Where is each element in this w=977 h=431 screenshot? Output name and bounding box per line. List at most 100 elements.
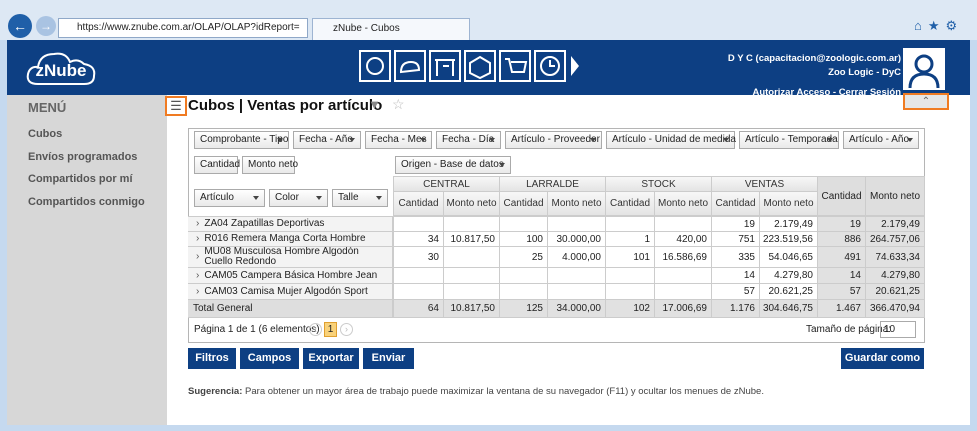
data-cell: 4.279,80 — [760, 268, 818, 284]
data-cell: 304.646,75 — [760, 300, 818, 318]
data-cell: 420,00 — [655, 232, 712, 247]
row-header[interactable]: › R016 Remera Manga Corta Hombre — [188, 232, 393, 247]
data-cell: 264.757,06 — [866, 232, 925, 247]
collapse-header[interactable]: ⌃ — [903, 93, 949, 110]
filter-field[interactable]: Fecha - Año — [293, 131, 361, 149]
data-cell: 17.006,69 — [655, 300, 712, 318]
action-button[interactable]: Campos — [240, 348, 299, 369]
menu-toggle[interactable]: ☰ — [165, 96, 187, 116]
data-cell: 14 — [818, 268, 866, 284]
address-bar[interactable]: https://www.znube.com.ar/OLAP/OLAP?idRep… — [58, 18, 308, 38]
forward-button[interactable]: → — [36, 16, 56, 36]
module-icon[interactable] — [429, 50, 461, 82]
data-cell — [500, 268, 548, 284]
data-cell: 30.000,00 — [548, 232, 606, 247]
data-field[interactable]: Cantidad — [194, 156, 240, 174]
menu-item[interactable]: Compartidos conmigo — [28, 195, 145, 208]
total-measure-header: Monto neto — [866, 176, 925, 216]
row-header[interactable]: › CAM05 Campera Básica Hombre Jean — [188, 268, 393, 284]
data-cell: 57 — [818, 284, 866, 300]
data-cell: 34 — [393, 232, 444, 247]
data-cell: 2.179,49 — [760, 216, 818, 232]
data-cell: 1.176 — [712, 300, 760, 318]
hint-label: Sugerencia: — [188, 386, 243, 397]
data-cell: 1 — [606, 232, 655, 247]
data-cell: 491 — [818, 247, 866, 268]
filter-field[interactable]: Artículo - Unidad de medida — [606, 131, 736, 149]
row-field[interactable]: Color — [269, 189, 328, 207]
module-icon[interactable] — [464, 50, 496, 82]
browser-tab[interactable]: zNube - Cubos — [312, 18, 470, 40]
session-links[interactable]: Autorizar Acceso - Cerrar Sesión — [752, 87, 901, 98]
data-cell: 223.519,56 — [760, 232, 818, 247]
data-cell: 1.467 — [818, 300, 866, 318]
row-label: ZA04 Zapatillas Deportivas — [204, 218, 325, 229]
data-field[interactable]: Monto neto — [242, 156, 298, 174]
user-avatar[interactable] — [903, 48, 945, 90]
data-cell — [393, 284, 444, 300]
favorite-icon[interactable]: ☆ — [392, 96, 405, 112]
row-header[interactable]: › CAM03 Camisa Mujer Algodón Sport — [188, 284, 393, 300]
row-field[interactable]: Talle — [332, 189, 388, 207]
data-cell — [655, 268, 712, 284]
data-cell: 57 — [712, 284, 760, 300]
measure-header: Monto neto — [760, 192, 818, 216]
column-field[interactable]: Origen - Base de datos — [395, 156, 511, 174]
row-label: R016 Remera Manga Corta Hombre — [204, 233, 366, 244]
total-row-header: Total General — [188, 300, 393, 318]
row-label: Total General — [193, 302, 253, 314]
menu-item[interactable]: Cubos — [28, 128, 63, 140]
app-header — [7, 40, 970, 95]
pager-page[interactable]: 1 — [324, 322, 337, 337]
action-button[interactable]: Filtros — [188, 348, 236, 369]
browser-icons[interactable]: ⌂★⚙ — [914, 18, 964, 33]
module-icon[interactable] — [394, 50, 426, 82]
data-cell: 54.046,65 — [760, 247, 818, 268]
logo[interactable]: zNube — [24, 44, 104, 92]
page-size-select[interactable]: 10 — [880, 321, 916, 338]
column-group-header: VENTAS — [712, 176, 818, 192]
column-group-header: LARRALDE — [500, 176, 606, 192]
sidebar — [7, 95, 167, 425]
pager-summary: Página 1 de 1 (6 elementos) — [194, 324, 320, 335]
module-icon[interactable] — [359, 50, 391, 82]
expand-arrow[interactable]: › — [196, 233, 200, 244]
filter-field[interactable]: Fecha - Día — [436, 131, 501, 149]
column-group-header: CENTRAL — [393, 176, 500, 192]
module-icons — [359, 50, 579, 82]
row-header[interactable]: › MU08 Musculosa Hombre Algodón Cuello Re… — [188, 247, 393, 268]
pager-next[interactable]: › — [340, 323, 353, 336]
expand-arrow[interactable]: › — [196, 251, 200, 262]
module-icon[interactable] — [534, 50, 566, 82]
expand-arrow[interactable]: › — [196, 218, 200, 229]
expand-arrow[interactable]: › — [196, 285, 200, 297]
data-cell — [606, 268, 655, 284]
measure-header: Cantidad — [500, 192, 548, 216]
filter-field[interactable]: Artículo - Temporada — [739, 131, 839, 149]
filter-field[interactable]: Artículo - Año — [843, 131, 919, 149]
action-button[interactable]: Exportar — [303, 348, 359, 369]
data-cell: 751 — [712, 232, 760, 247]
back-button[interactable]: ← — [8, 14, 32, 38]
filter-field[interactable]: Artículo - Proveedor — [505, 131, 602, 149]
data-cell: 30 — [393, 247, 444, 268]
data-cell — [444, 247, 500, 268]
action-button[interactable]: Enviar — [363, 348, 414, 369]
module-icon[interactable] — [499, 50, 531, 82]
data-cell: 4.279,80 — [866, 268, 925, 284]
save-button[interactable]: Guardar como — [841, 348, 924, 369]
company: Zoo Logic - DyC — [828, 67, 901, 78]
data-cell: 64 — [393, 300, 444, 318]
expand-arrow[interactable]: › — [196, 269, 200, 281]
data-cell: 34.000,00 — [548, 300, 606, 318]
data-cell: 19 — [818, 216, 866, 232]
data-cell: 10.817,50 — [444, 232, 500, 247]
row-header[interactable]: › ZA04 Zapatillas Deportivas — [188, 216, 393, 232]
menu-item[interactable]: Envíos programados — [28, 150, 138, 163]
row-field[interactable]: Artículo — [194, 189, 265, 207]
filter-field[interactable]: Comprobante - Tipo — [194, 131, 289, 149]
filter-icon[interactable]: ▼ — [368, 97, 381, 112]
pager-prev[interactable]: ‹ — [309, 323, 322, 336]
menu-item[interactable]: Compartidos por mí — [28, 173, 133, 185]
filter-field[interactable]: Fecha - Mes — [365, 131, 432, 149]
